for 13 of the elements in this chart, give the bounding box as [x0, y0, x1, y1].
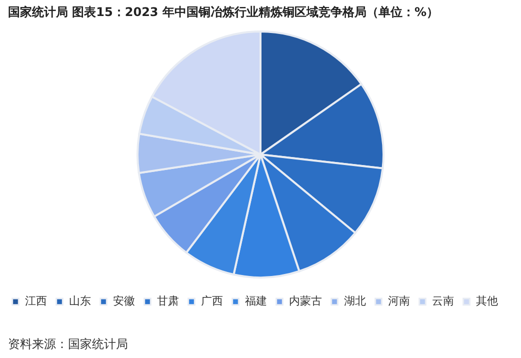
legend-label: 甘肃 — [157, 294, 179, 308]
legend-label: 江西 — [25, 294, 47, 308]
legend-label: 广西 — [201, 294, 223, 308]
legend-label: 湖北 — [344, 294, 366, 308]
chart-title: 国家统计局 图表15：2023 年中国铜冶炼行业精炼铜区域竞争格局（单位：%） — [8, 5, 438, 19]
legend-label: 安徽 — [113, 294, 135, 308]
legend-label: 山东 — [69, 294, 91, 308]
legend-label: 河南 — [388, 294, 410, 308]
legend-label: 内蒙古 — [289, 294, 322, 308]
legend-label: 其他 — [476, 294, 498, 308]
text: 资料来源：国家统计局 — [8, 337, 128, 351]
legend-label: 福建 — [245, 294, 267, 308]
legend-label: 云南 — [432, 294, 454, 308]
